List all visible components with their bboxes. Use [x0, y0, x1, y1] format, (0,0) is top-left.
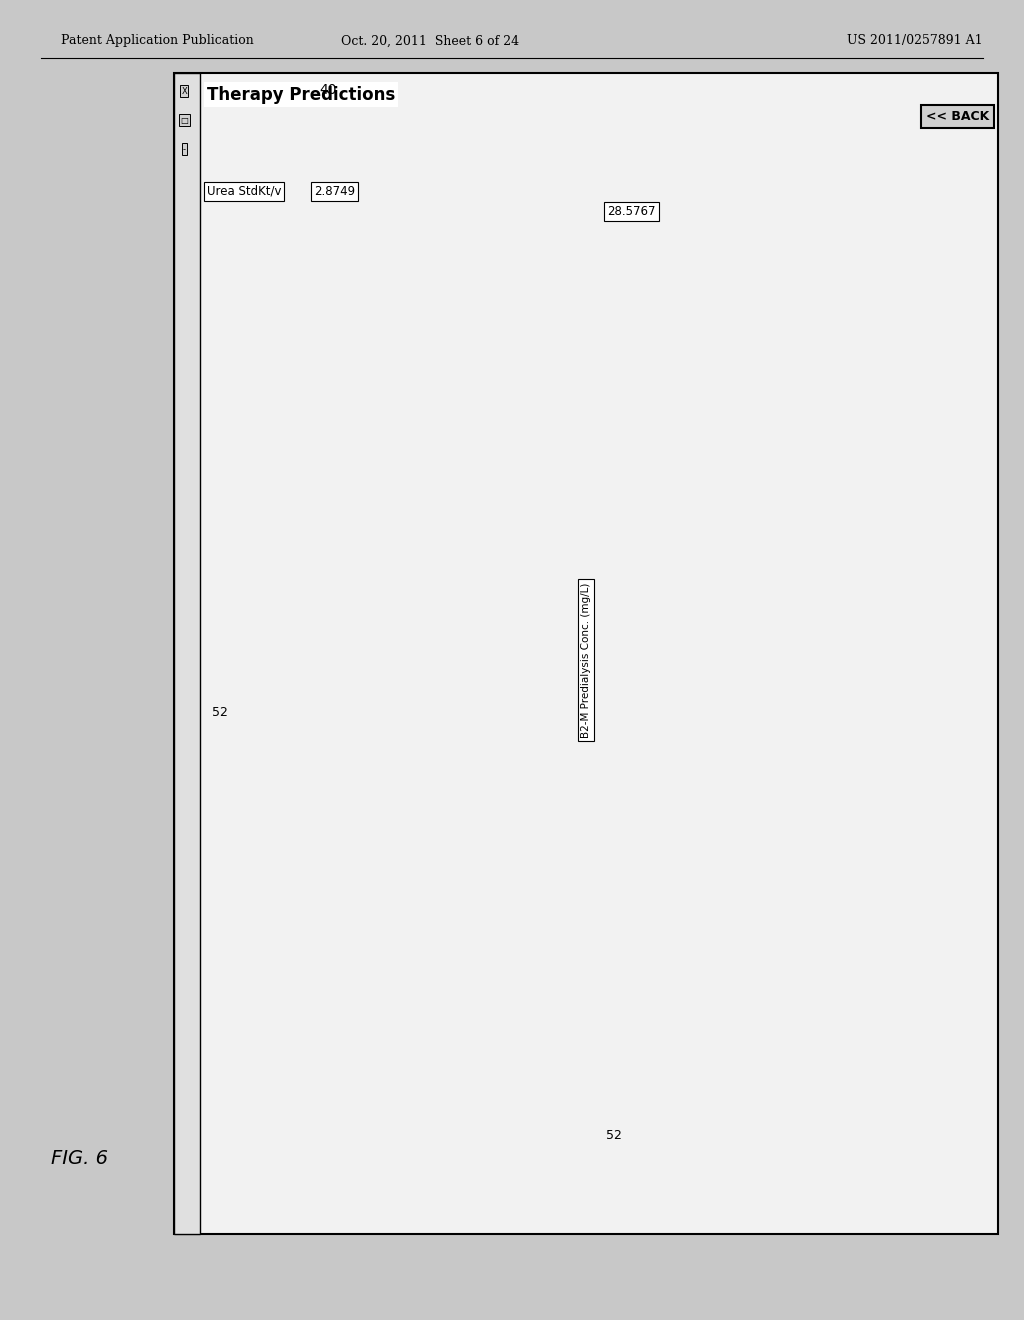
- Text: -: -: [183, 145, 185, 153]
- Text: 52: 52: [606, 1129, 623, 1142]
- Legend: Conc. P, Conc. NP: Conc. P, Conc. NP: [525, 144, 609, 177]
- Text: 2.8749: 2.8749: [314, 185, 355, 198]
- Text: Therapy Predictions: Therapy Predictions: [207, 86, 395, 104]
- Text: FIG. 6: FIG. 6: [51, 1150, 109, 1168]
- Y-axis label: Time, days
(for a given T and F): Time, days (for a given T and F): [975, 597, 996, 710]
- X-axis label: Solute concentration, mg/L: Solute concentration, mg/L: [388, 1199, 539, 1208]
- X-axis label: Solute concentration, mg/L: Solute concentration, mg/L: [695, 1192, 846, 1203]
- Text: B2-M Predialysis Conc. (mg/L): B2-M Predialysis Conc. (mg/L): [581, 582, 591, 738]
- Text: 40: 40: [319, 83, 337, 98]
- Legend: Conc. P, Conc. NP: Conc. P, Conc. NP: [833, 144, 916, 177]
- Text: 10: 10: [215, 87, 232, 102]
- Text: << BACK: << BACK: [926, 110, 989, 123]
- Text: 28.5767: 28.5767: [607, 205, 655, 218]
- Text: 52: 52: [212, 706, 228, 719]
- Text: Urea StdKt/v: Urea StdKt/v: [207, 185, 282, 198]
- Y-axis label: Time, days
(for a given T and F): Time, days (for a given T and F): [668, 597, 689, 710]
- Text: X: X: [181, 87, 187, 95]
- Text: □: □: [180, 116, 188, 124]
- Text: US 2011/0257891 A1: US 2011/0257891 A1: [848, 34, 983, 48]
- Text: Patent Application Publication: Patent Application Publication: [61, 34, 254, 48]
- Text: Oct. 20, 2011  Sheet 6 of 24: Oct. 20, 2011 Sheet 6 of 24: [341, 34, 519, 48]
